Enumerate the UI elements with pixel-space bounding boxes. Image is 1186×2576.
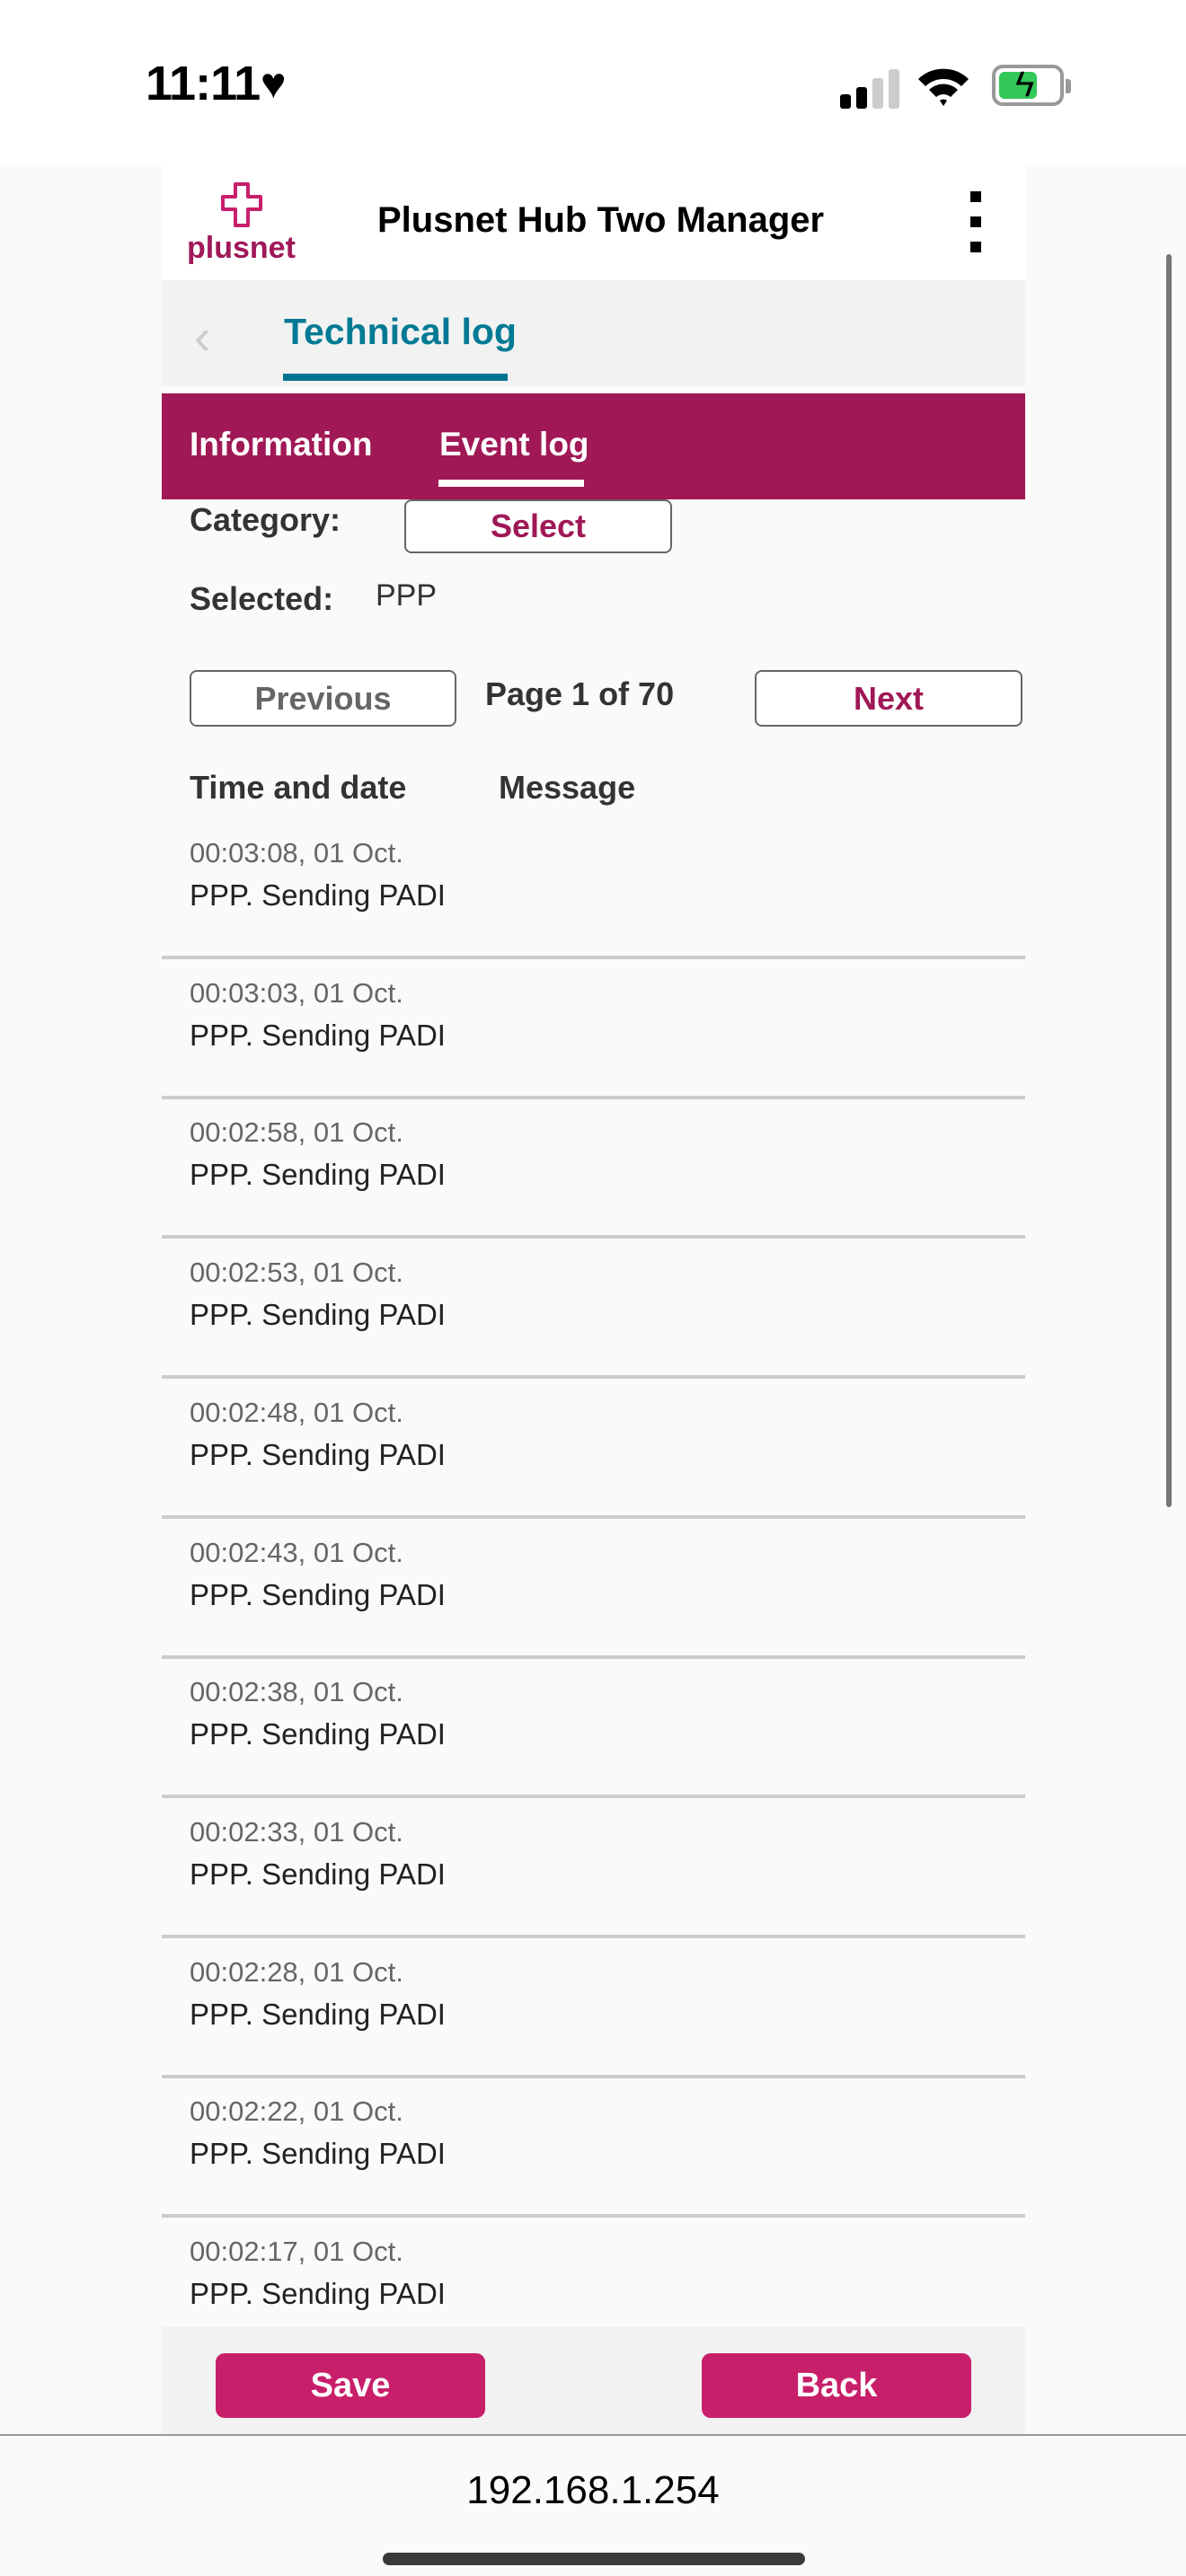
previous-button[interactable]: Previous: [190, 670, 456, 727]
tab-event-log[interactable]: Event log: [439, 426, 589, 463]
table-row: 00:02:48, 01 Oct. PPP. Sending PADI: [162, 1379, 1025, 1519]
selected-value: PPP: [376, 578, 438, 613]
page-indicator: Page 1 of 70: [485, 675, 675, 712]
row-message: PPP. Sending PADI: [190, 2277, 446, 2310]
row-time: 00:02:28, 01 Oct.: [190, 1955, 403, 1988]
back-button[interactable]: Back: [702, 2353, 971, 2418]
row-message: PPP. Sending PADI: [190, 878, 446, 912]
selected-label: Selected:: [190, 580, 334, 617]
table-row: 00:03:03, 01 Oct. PPP. Sending PADI: [162, 959, 1025, 1099]
row-time: 00:02:33, 01 Oct.: [190, 1815, 403, 1848]
breadcrumb-technical-log[interactable]: Technical log: [284, 311, 517, 352]
table-row: 00:02:28, 01 Oct. PPP. Sending PADI: [162, 1938, 1025, 2078]
row-message: PPP. Sending PADI: [190, 1717, 446, 1751]
next-button[interactable]: Next: [755, 670, 1022, 727]
status-bar: 11:11 ♥ ϟ: [0, 0, 1186, 164]
save-button[interactable]: Save: [216, 2353, 485, 2418]
table-row: 00:03:08, 01 Oct. PPP. Sending PADI: [162, 819, 1025, 959]
row-message: PPP. Sending PADI: [190, 1158, 446, 1192]
browser-address-bar[interactable]: 192.168.1.254: [0, 2434, 1186, 2576]
category-select-button[interactable]: Select: [404, 499, 672, 553]
signal-icon: [840, 67, 903, 109]
row-time: 00:02:43, 01 Oct.: [190, 1536, 403, 1568]
table-row: 00:02:53, 01 Oct. PPP. Sending PADI: [162, 1239, 1025, 1380]
row-message: PPP. Sending PADI: [190, 1997, 446, 2031]
home-indicator[interactable]: [383, 2553, 805, 2565]
logo-text: plusnet: [187, 231, 296, 265]
scrollbar[interactable]: [1166, 254, 1172, 1507]
url-text[interactable]: 192.168.1.254: [466, 2468, 720, 2512]
plusnet-logo: plusnet: [187, 181, 296, 270]
active-underline: [283, 374, 508, 381]
table-row: 00:02:38, 01 Oct. PPP. Sending PADI: [162, 1658, 1025, 1799]
row-message: PPP. Sending PADI: [190, 1577, 446, 1611]
row-message: PPP. Sending PADI: [190, 1018, 446, 1052]
table-row: 00:02:22, 01 Oct. PPP. Sending PADI: [162, 2078, 1025, 2219]
column-header-time: Time and date: [190, 769, 407, 806]
tab-information[interactable]: Information: [190, 426, 373, 463]
row-time: 00:02:38, 01 Oct.: [190, 1676, 403, 1708]
app-title: Plusnet Hub Two Manager: [377, 200, 825, 240]
row-time: 00:02:22, 01 Oct.: [190, 2095, 403, 2128]
heart-icon: ♥: [261, 60, 287, 108]
row-time: 00:03:03, 01 Oct.: [190, 976, 403, 1009]
row-time: 00:02:53, 01 Oct.: [190, 1257, 403, 1289]
clock: 11:11: [146, 57, 261, 110]
kebab-menu-icon[interactable]: [970, 191, 983, 256]
wifi-icon: [918, 68, 969, 106]
tab-bar: Information Event log: [162, 393, 1025, 499]
table-row: 00:02:58, 01 Oct. PPP. Sending PADI: [162, 1098, 1025, 1239]
table-row: 00:02:43, 01 Oct. PPP. Sending PADI: [162, 1519, 1025, 1659]
row-message: PPP. Sending PADI: [190, 1437, 446, 1471]
row-time: 00:02:48, 01 Oct.: [190, 1396, 403, 1428]
row-time: 00:02:58, 01 Oct.: [190, 1116, 403, 1149]
breadcrumb: ‹ Technical log: [162, 280, 1025, 386]
app-header: plusnet Plusnet Hub Two Manager: [162, 164, 1025, 280]
row-message: PPP. Sending PADI: [190, 2137, 446, 2171]
row-message: PPP. Sending PADI: [190, 1857, 446, 1891]
chevron-left-icon[interactable]: ‹: [194, 308, 211, 365]
table-row: 00:02:33, 01 Oct. PPP. Sending PADI: [162, 1798, 1025, 1938]
column-header-message: Message: [499, 769, 636, 806]
row-time: 00:02:17, 01 Oct.: [190, 2236, 403, 2267]
active-tab-underline: [438, 480, 584, 487]
category-label: Category:: [190, 501, 341, 538]
footer-bar: Save Back: [162, 2326, 1025, 2434]
row-message: PPP. Sending PADI: [190, 1298, 446, 1332]
battery-charging-icon: ϟ: [992, 65, 1071, 106]
row-time: 00:03:08, 01 Oct.: [190, 837, 403, 869]
